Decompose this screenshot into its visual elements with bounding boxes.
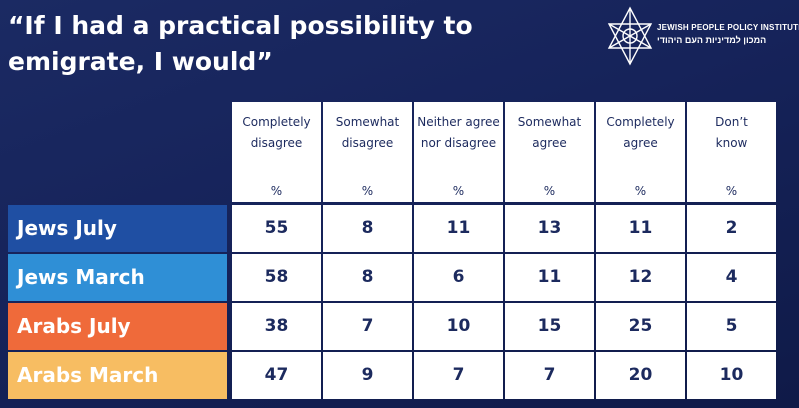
row-label: Jews March — [8, 254, 227, 301]
table-cell: 7 — [414, 352, 503, 399]
column-unit: % — [725, 184, 738, 198]
logo-text-hebrew: המכון למדיניות העם היהודי — [657, 35, 767, 45]
column-header-label: Somewhat agree — [517, 115, 582, 150]
table-cell: 5 — [687, 303, 776, 350]
table-cell: 4 — [687, 254, 776, 301]
column-header: Completely agree % — [596, 102, 685, 202]
table-cell: 58 — [232, 254, 321, 301]
table-cell: 7 — [505, 352, 594, 399]
column-header-label: Somewhat disagree — [335, 115, 400, 150]
column-unit: % — [361, 184, 374, 198]
chart-title: “If I had a practical possibility to emi… — [8, 11, 473, 76]
column-header: Somewhat disagree % — [323, 102, 412, 202]
column-header: Neither agree nor disagree % — [414, 102, 503, 202]
table-cell: 8 — [323, 254, 412, 301]
table-cell: 8 — [323, 205, 412, 252]
column-header-label: Completely disagree — [242, 115, 311, 150]
table-cell: 10 — [414, 303, 503, 350]
column-header: Completely disagree % — [232, 102, 321, 202]
row-label: Arabs July — [8, 303, 227, 350]
table-cell: 12 — [596, 254, 685, 301]
table-cell: 2 — [687, 205, 776, 252]
table-cell: 25 — [596, 303, 685, 350]
logo-text-english: JEWISH PEOPLE POLICY INSTITUTE — [657, 23, 799, 32]
table-cell: 11 — [414, 205, 503, 252]
table-cell: 11 — [596, 205, 685, 252]
table-cell: 20 — [596, 352, 685, 399]
row-label: Arabs March — [8, 352, 227, 399]
star-of-david-icon — [607, 6, 653, 66]
column-header-label: Don’t know — [715, 115, 748, 150]
table-cell: 15 — [505, 303, 594, 350]
table-cell: 13 — [505, 205, 594, 252]
table-cell: 47 — [232, 352, 321, 399]
column-header: Don’t know % — [687, 102, 776, 202]
row-label: Jews July — [8, 205, 227, 252]
column-unit: % — [270, 184, 283, 198]
column-unit: % — [543, 184, 556, 198]
jppi-logo: JEWISH PEOPLE POLICY INSTITUTE המכון למד… — [607, 6, 799, 72]
column-header-label: Neither agree nor disagree — [417, 115, 500, 150]
column-header: Somewhat agree % — [505, 102, 594, 202]
column-header-label: Completely agree — [606, 115, 675, 150]
column-unit: % — [634, 184, 647, 198]
table-cell: 9 — [323, 352, 412, 399]
table-cell: 6 — [414, 254, 503, 301]
column-unit: % — [452, 184, 465, 198]
table-cell: 11 — [505, 254, 594, 301]
table-cell: 7 — [323, 303, 412, 350]
table-cell: 38 — [232, 303, 321, 350]
table-cell: 10 — [687, 352, 776, 399]
table-cell: 55 — [232, 205, 321, 252]
